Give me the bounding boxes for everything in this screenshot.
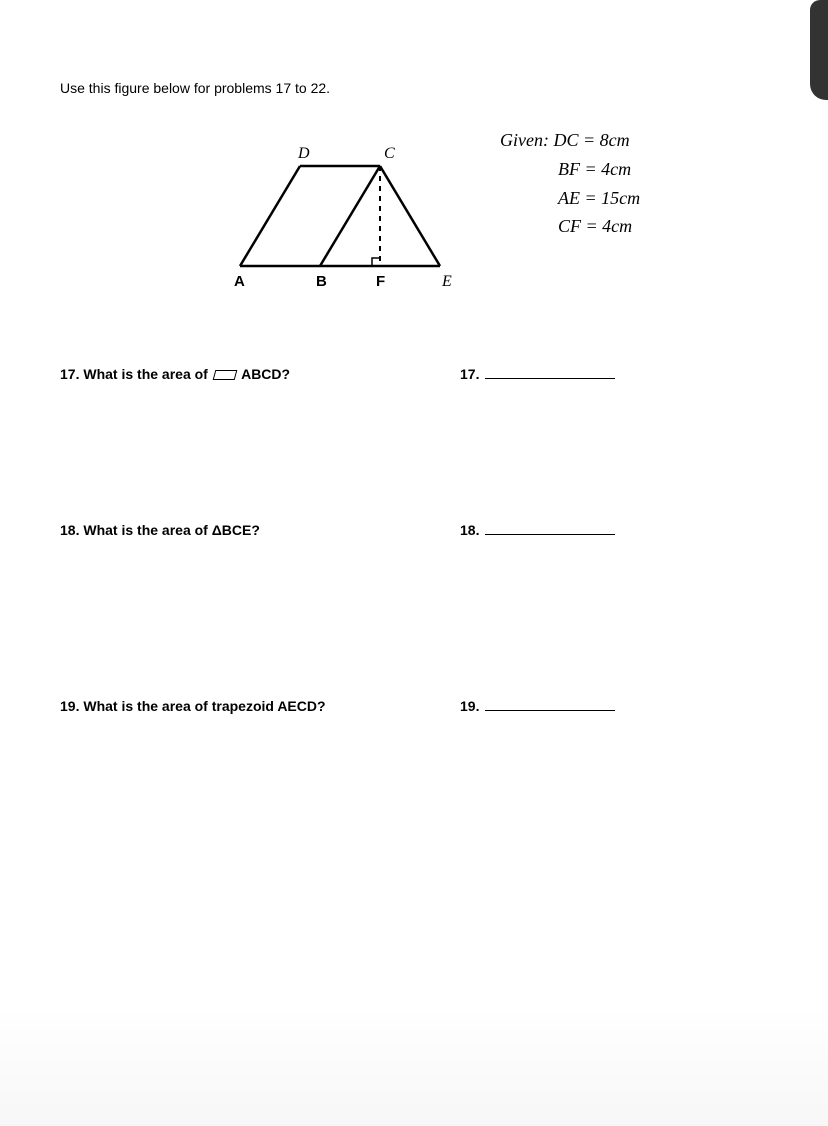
given-values: Given: DC = 8cm BF = 4cm AE = 15cm CF = … <box>500 126 640 241</box>
parallelogram-icon <box>212 370 237 380</box>
label-e: E <box>441 273 452 290</box>
label-d: D <box>297 145 310 162</box>
label-a: A <box>234 273 245 290</box>
answer-line-19[interactable] <box>485 710 615 711</box>
given-item-1: BF = 4cm <box>558 155 640 184</box>
geometry-diagram: D C A B F E <box>220 136 480 301</box>
answer-17: 17. <box>460 366 615 382</box>
question-17-text: 17. What is the area of ABCD? <box>60 366 460 382</box>
answer-18: 18. <box>460 522 615 538</box>
label-f: F <box>376 273 385 290</box>
answer-line-18[interactable] <box>485 534 615 535</box>
label-b: B <box>316 273 327 290</box>
answer-line-17[interactable] <box>485 378 615 379</box>
answer-19: 19. <box>460 698 615 714</box>
page-shadow <box>0 1006 828 1126</box>
given-item-0: DC = 8cm <box>553 130 629 150</box>
page-corner-edge <box>810 0 828 100</box>
question-19-row: 19. What is the area of trapezoid AECD? … <box>60 698 768 714</box>
given-item-3: CF = 4cm <box>558 212 640 241</box>
question-17-row: 17. What is the area of ABCD? 17. <box>60 366 768 382</box>
question-19-text: 19. What is the area of trapezoid AECD? <box>60 698 460 714</box>
given-label: Given: <box>500 130 549 150</box>
label-c: C <box>384 145 395 162</box>
given-item-2: AE = 15cm <box>558 184 640 213</box>
question-18-row: 18. What is the area of ΔBCE? 18. <box>60 522 768 538</box>
figure-area: D C A B F E Given: DC = 8cm BF = 4cm AE … <box>60 126 768 306</box>
question-18-text: 18. What is the area of ΔBCE? <box>60 522 460 538</box>
instruction-text: Use this figure below for problems 17 to… <box>60 80 768 96</box>
